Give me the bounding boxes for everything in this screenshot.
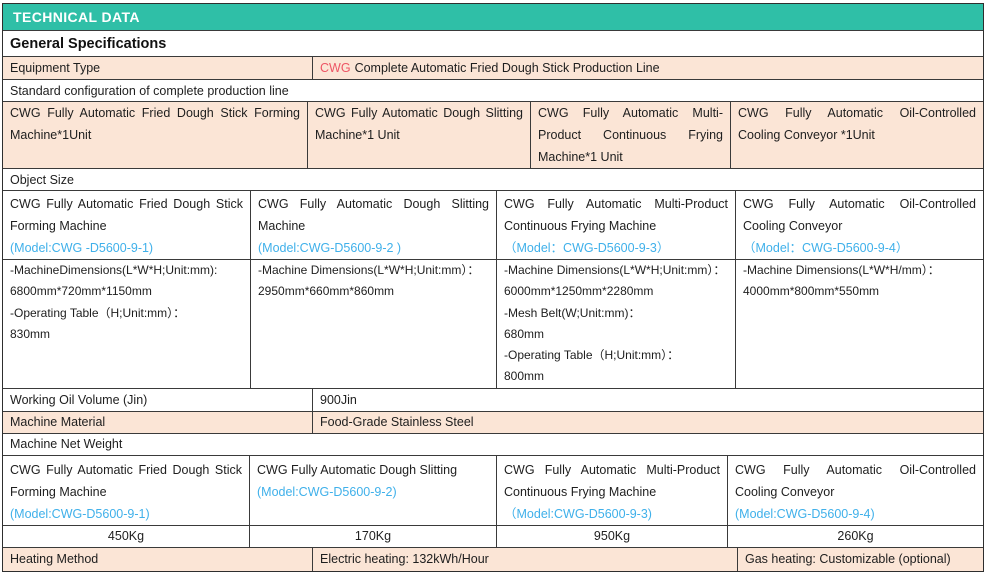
machine-name-cell: CWG Fully Automatic Dough Slitting (Mode… <box>250 455 497 525</box>
machine-material-value: Food-Grade Stainless Steel <box>313 411 983 433</box>
machine-model: （Model：CWG-D5600-9-4） <box>743 241 909 255</box>
machine-name-cell: CWG Fully Automatic Dough Slitting Machi… <box>251 191 497 259</box>
config-item: CWG Fully Automatic Fried Dough Stick Fo… <box>3 102 308 168</box>
machine-weight: 260Kg <box>837 529 874 544</box>
machine-name: CWG Fully Automatic Multi-Product Contin… <box>504 197 728 233</box>
oil-volume-value: 900Jin <box>320 392 357 407</box>
gas-heating-value: Gas heating: Customizable (optional) <box>738 547 983 571</box>
machine-dimensions: -Machine Dimensions(L*W*H;Unit:mm）： 2950… <box>251 260 497 388</box>
section-heading: General Specifications <box>10 35 167 52</box>
machine-model: （Model:CWG-D5600-9-3) <box>504 506 652 521</box>
net-weight-values-row: 450Kg 170Kg 950Kg 260Kg <box>3 525 983 548</box>
machine-name: CWG Fully Automatic Dough Slitting <box>257 462 458 477</box>
machine-name: CWG Fully Automatic Fried Dough Stick Fo… <box>10 462 242 499</box>
object-size-names-row: CWG Fully Automatic Fried Dough Stick Fo… <box>3 191 983 260</box>
config-item: CWG Fully Automatic Oil-Controlled Cooli… <box>731 102 983 168</box>
machine-dimensions: -Machine Dimensions(L*W*H;Unit:mm）： 6000… <box>497 260 736 388</box>
net-weight-label: Machine Net Weight <box>10 437 123 452</box>
net-weight-names-row: CWG Fully Automatic Fried Dough Stick Fo… <box>3 455 983 526</box>
machine-weight: 450Kg <box>3 525 250 547</box>
machine-weight: 170Kg <box>250 525 497 547</box>
machine-name-cell: CWG Fully Automatic Multi-Product Contin… <box>497 191 736 259</box>
config-item: CWG Fully Automatic Dough Slitting Machi… <box>308 102 531 168</box>
equipment-type-label: Equipment Type <box>3 57 313 79</box>
table-title: TECHNICAL DATA <box>13 9 140 25</box>
machine-name-cell: CWG Fully Automatic Oil-Controlled Cooli… <box>736 191 983 259</box>
machine-model: （Model：CWG-D5600-9-3） <box>504 241 670 255</box>
machine-material-row: Machine Material Food-Grade Stainless St… <box>3 411 983 434</box>
standard-config-items-row: CWG Fully Automatic Fried Dough Stick Fo… <box>3 102 983 169</box>
machine-name: CWG Fully Automatic Fried Dough Stick Fo… <box>10 197 243 233</box>
brand-name: CWG <box>320 61 351 75</box>
machine-material-label: Machine Material <box>3 411 313 433</box>
config-item: CWG Fully Automatic Multi-Product Contin… <box>531 102 731 168</box>
table-title-row: TECHNICAL DATA <box>3 4 983 31</box>
heating-method-row: Heating Method Electric heating: 132kWh/… <box>3 547 983 571</box>
electric-heating-value: Electric heating: 132kWh/Hour <box>313 547 738 571</box>
machine-model: (Model:CWG-D5600-9-1) <box>10 506 150 521</box>
standard-config-row: Standard configuration of complete produ… <box>3 80 983 102</box>
machine-name: CWG Fully Automatic Multi-Product Contin… <box>504 462 720 499</box>
oil-volume-row: Working Oil Volume (Jin) 900Jin <box>3 388 983 412</box>
equipment-type-text: Complete Automatic Fried Dough Stick Pro… <box>354 61 660 75</box>
oil-volume-label: Working Oil Volume (Jin) <box>3 388 313 411</box>
machine-name: CWG Fully Automatic Oil-Controlled Cooli… <box>735 462 976 499</box>
standard-config-label: Standard configuration of complete produ… <box>10 83 289 98</box>
machine-name: CWG Fully Automatic Dough Slitting Machi… <box>258 197 489 233</box>
equipment-type-row: Equipment Type CWG Complete Automatic Fr… <box>3 57 983 80</box>
machine-model: (Model:CWG -D5600-9-1) <box>10 241 154 255</box>
machine-name-cell: CWG Fully Automatic Multi-Product Contin… <box>497 455 728 525</box>
technical-data-table: TECHNICAL DATA General Specifications Eq… <box>2 3 984 572</box>
object-size-label: Object Size <box>10 172 74 187</box>
machine-model: (Model:CWG-D5600-9-2 ) <box>258 241 402 255</box>
general-specifications-row: General Specifications <box>3 31 983 57</box>
object-size-row: Object Size <box>3 169 983 191</box>
machine-dimensions: -Machine Dimensions(L*W*H/mm）： 4000mm*80… <box>743 263 940 299</box>
machine-model: (Model:CWG-D5600-9-2) <box>257 484 397 499</box>
machine-name-cell: CWG Fully Automatic Fried Dough Stick Fo… <box>3 455 250 525</box>
machine-model: (Model:CWG-D5600-9-4) <box>735 506 875 521</box>
machine-name: CWG Fully Automatic Oil-Controlled Cooli… <box>743 197 976 233</box>
machine-weight: 950Kg <box>497 525 728 547</box>
heating-method-label: Heating Method <box>3 547 313 571</box>
machine-name-cell: CWG Fully Automatic Fried Dough Stick Fo… <box>3 191 251 259</box>
net-weight-row: Machine Net Weight <box>3 434 983 456</box>
equipment-type-value: CWG Complete Automatic Fried Dough Stick… <box>313 57 983 79</box>
object-size-dims-row: -MachineDimensions(L*W*H;Unit:mm): 6800m… <box>3 260 983 389</box>
machine-name-cell: CWG Fully Automatic Oil-Controlled Cooli… <box>728 456 983 525</box>
machine-dimensions: -MachineDimensions(L*W*H;Unit:mm): 6800m… <box>3 260 251 388</box>
